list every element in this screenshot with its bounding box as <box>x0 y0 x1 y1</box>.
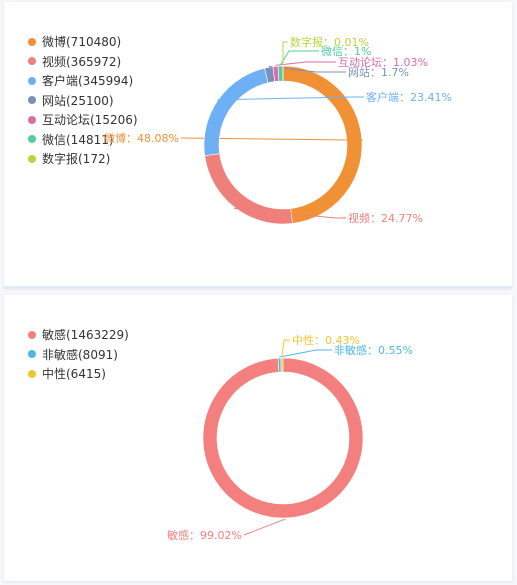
slice-data-label: 敏感：99.02% <box>167 528 242 542</box>
legend-item-neutral[interactable]: 中性(6415) <box>28 364 129 384</box>
label-leader-line <box>281 339 290 358</box>
sensitivity-distribution-panel: 敏感(1463229) 非敏感(8091) 中性(6415) 敏感：99.02%… <box>4 295 512 581</box>
pie-slice-1[interactable] <box>204 153 293 225</box>
pie-slice-2[interactable] <box>203 67 269 157</box>
legend-item-video[interactable]: 视频(365972) <box>28 52 138 72</box>
legend-label: 非敏感(8091) <box>42 347 118 362</box>
slice-data-label: 非敏感：0.55% <box>334 343 413 357</box>
slice-data-label: 互动论坛：1.03% <box>338 55 428 69</box>
pie-slice-2[interactable] <box>280 357 284 373</box>
slice-data-label: 微信：1% <box>321 44 371 58</box>
pie-slice-0[interactable] <box>202 357 364 519</box>
legend-label: 微信(14811) <box>42 132 114 147</box>
legend-dot <box>28 96 36 105</box>
sensitivity-donut-chart: 敏感：99.02% 非敏感：0.55%中性：0.43% <box>167 333 413 542</box>
chart-legend: 敏感(1463229) 非敏感(8091) 中性(6415) <box>28 325 129 384</box>
legend-item-client[interactable]: 客户端(345994) <box>28 71 138 91</box>
label-leader-line <box>275 61 336 66</box>
label-leader-line <box>234 207 346 219</box>
legend-label: 中性(6415) <box>42 367 106 382</box>
slice-data-label: 客户端：23.41% <box>366 90 452 104</box>
legend-dot <box>28 369 36 378</box>
legend-label: 网站(25100) <box>42 93 114 108</box>
legend-label: 客户端(345994) <box>42 74 134 89</box>
legend-item-website[interactable]: 网站(25100) <box>28 91 138 111</box>
source-distribution-panel: 微博(710480) 视频(365972) 客户端(345994) 网站(251… <box>4 2 512 288</box>
legend-label: 视频(365972) <box>42 54 122 69</box>
legend-dot <box>28 57 36 66</box>
slice-data-label: 中性：0.43% <box>292 333 360 347</box>
label-leader-line <box>268 65 346 73</box>
legend-dot <box>28 76 36 85</box>
legend-item-digital-paper[interactable]: 数字报(172) <box>28 149 138 169</box>
slice-data-label: 数字报：0.01% <box>290 35 369 49</box>
legend-dot <box>28 350 36 359</box>
legend-dot <box>28 37 36 46</box>
chart-legend: 微博(710480) 视频(365972) 客户端(345994) 网站(251… <box>28 32 138 169</box>
source-donut-chart: 微博：48.08% 视频：24.77% 客户端：23.41% 网站：1.7%互动论坛：… <box>104 35 452 225</box>
pie-slice-5[interactable] <box>277 65 284 82</box>
legend-item-forum[interactable]: 互动论坛(15206) <box>28 110 138 130</box>
legend-label: 互动论坛(15206) <box>42 113 138 128</box>
legend-item-wechat[interactable]: 微信(14811) <box>28 130 138 150</box>
legend-label: 微博(710480) <box>42 35 122 50</box>
legend-dot <box>28 115 36 124</box>
slice-data-label: 微博：48.08% <box>104 131 179 145</box>
legend-dot <box>28 154 36 163</box>
legend-label: 敏感(1463229) <box>42 328 129 343</box>
legend-dot <box>28 330 36 339</box>
slice-data-label: 视频：24.77% <box>348 211 423 225</box>
legend-item-non-sensitive[interactable]: 非敏感(8091) <box>28 345 129 365</box>
legend-item-sensitive[interactable]: 敏感(1463229) <box>28 325 129 345</box>
legend-label: 数字报(172) <box>42 152 111 167</box>
label-leader-line <box>216 96 364 101</box>
pie-slice-0[interactable] <box>282 65 363 224</box>
slice-data-label: 网站：1.7% <box>348 65 409 79</box>
legend-dot <box>28 135 36 144</box>
label-leader-line <box>282 41 288 66</box>
legend-item-weibo[interactable]: 微博(710480) <box>28 32 138 52</box>
label-leader-line <box>279 349 332 358</box>
label-leader-line <box>243 518 286 536</box>
